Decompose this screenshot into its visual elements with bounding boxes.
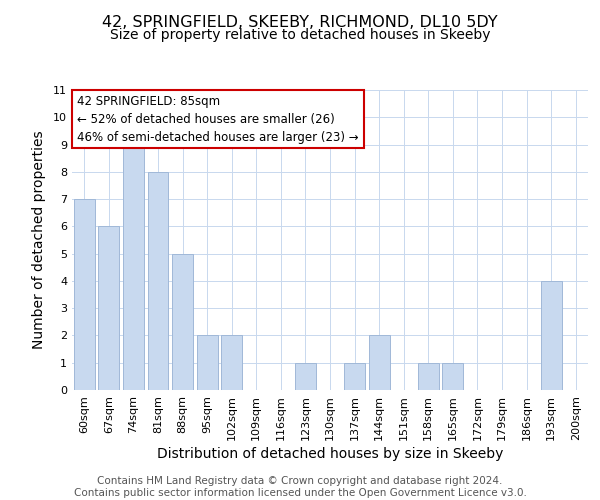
Bar [148, 172, 169, 390]
Bar [418, 362, 439, 390]
Text: Size of property relative to detached houses in Skeeby: Size of property relative to detached ho… [110, 28, 490, 42]
Bar [123, 144, 144, 390]
Bar [541, 281, 562, 390]
Y-axis label: Number of detached properties: Number of detached properties [32, 130, 46, 350]
Bar [368, 336, 389, 390]
Bar [344, 362, 365, 390]
Bar [197, 336, 218, 390]
Text: 42, SPRINGFIELD, SKEEBY, RICHMOND, DL10 5DY: 42, SPRINGFIELD, SKEEBY, RICHMOND, DL10 … [102, 15, 498, 30]
Bar [442, 362, 463, 390]
Bar [295, 362, 316, 390]
Bar [172, 254, 193, 390]
Bar [221, 336, 242, 390]
Bar [74, 199, 95, 390]
X-axis label: Distribution of detached houses by size in Skeeby: Distribution of detached houses by size … [157, 447, 503, 461]
Text: 42 SPRINGFIELD: 85sqm
← 52% of detached houses are smaller (26)
46% of semi-deta: 42 SPRINGFIELD: 85sqm ← 52% of detached … [77, 94, 359, 144]
Bar [98, 226, 119, 390]
Text: Contains HM Land Registry data © Crown copyright and database right 2024.
Contai: Contains HM Land Registry data © Crown c… [74, 476, 526, 498]
